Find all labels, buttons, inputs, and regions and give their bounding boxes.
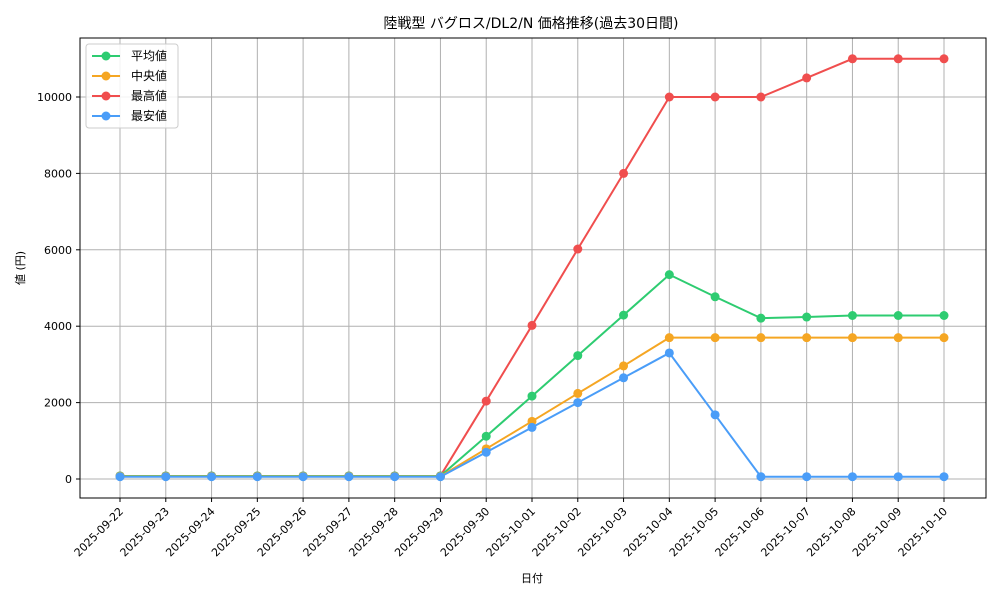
data-point[interactable] — [847, 333, 857, 343]
data-point[interactable] — [710, 292, 720, 302]
data-point[interactable] — [619, 310, 629, 320]
data-point[interactable] — [664, 92, 674, 102]
data-point[interactable] — [527, 391, 537, 401]
y-tick-label: 10000 — [37, 91, 72, 104]
data-point[interactable] — [207, 472, 217, 482]
data-point[interactable] — [344, 472, 354, 482]
data-point[interactable] — [847, 54, 857, 64]
y-tick-label: 8000 — [44, 167, 72, 180]
data-point[interactable] — [481, 447, 491, 457]
data-point[interactable] — [161, 472, 171, 482]
data-point[interactable] — [573, 351, 583, 361]
legend-marker-icon — [101, 51, 111, 61]
data-point[interactable] — [573, 244, 583, 254]
data-point[interactable] — [252, 472, 262, 482]
data-point[interactable] — [802, 333, 812, 343]
y-tick-label: 4000 — [44, 320, 72, 333]
data-point[interactable] — [619, 361, 629, 371]
legend-item[interactable]: 最安値 — [92, 108, 167, 123]
plot-frame — [79, 37, 987, 499]
legend-marker-icon — [101, 71, 111, 81]
data-point[interactable] — [481, 431, 491, 441]
data-point[interactable] — [710, 410, 720, 420]
data-point[interactable] — [939, 311, 949, 321]
legend-marker-icon — [101, 91, 111, 101]
data-point[interactable] — [710, 92, 720, 102]
data-point[interactable] — [664, 333, 674, 343]
legend-item[interactable]: 最高値 — [92, 88, 167, 103]
x-axis: 2025-09-222025-09-232025-09-242025-09-25… — [72, 498, 950, 559]
y-axis-label: 値 (円) — [14, 251, 27, 285]
data-point[interactable] — [115, 472, 125, 482]
data-point[interactable] — [847, 311, 857, 321]
data-point[interactable] — [710, 333, 720, 343]
data-point[interactable] — [573, 398, 583, 408]
chart-title: 陸戦型 バグロス/DL2/N 価格推移(過去30日間) — [383, 16, 678, 32]
data-point[interactable] — [527, 422, 537, 432]
legend-marker-icon — [101, 111, 111, 121]
data-point[interactable] — [390, 472, 400, 482]
data-point[interactable] — [527, 320, 537, 330]
data-point[interactable] — [664, 270, 674, 280]
data-point[interactable] — [893, 54, 903, 64]
legend-label: 最高値 — [131, 88, 167, 103]
y-tick-label: 2000 — [44, 397, 72, 410]
data-point[interactable] — [756, 92, 766, 102]
data-point[interactable] — [802, 312, 812, 322]
data-point[interactable] — [435, 472, 445, 482]
data-point[interactable] — [756, 313, 766, 323]
data-point[interactable] — [481, 396, 491, 406]
data-point[interactable] — [802, 472, 812, 482]
grid-lines — [80, 38, 986, 498]
data-point[interactable] — [893, 311, 903, 321]
data-point[interactable] — [939, 472, 949, 482]
data-point[interactable] — [619, 168, 629, 178]
legend-item[interactable]: 中央値 — [92, 68, 167, 83]
legend-box — [85, 43, 179, 129]
legend-label: 平均値 — [131, 48, 167, 63]
data-point[interactable] — [619, 373, 629, 383]
y-tick-label: 6000 — [44, 244, 72, 257]
data-point[interactable] — [573, 388, 583, 398]
y-axis: 0 2000 4000 6000 8000 10000 — [37, 91, 80, 486]
series-3 — [115, 348, 949, 482]
data-point[interactable] — [756, 472, 766, 482]
legend-item[interactable]: 平均値 — [92, 48, 167, 63]
x-tick-label: 2025-10-10 — [896, 505, 950, 559]
data-point[interactable] — [893, 472, 903, 482]
series-layer — [115, 54, 949, 482]
x-axis-label: 日付 — [521, 572, 543, 585]
y-tick-label: 0 — [65, 473, 72, 486]
legend-label: 中央値 — [131, 68, 167, 83]
data-point[interactable] — [847, 472, 857, 482]
data-point[interactable] — [802, 73, 812, 83]
data-point[interactable] — [664, 348, 674, 358]
data-point[interactable] — [756, 333, 766, 343]
data-point[interactable] — [893, 333, 903, 343]
data-point[interactable] — [298, 472, 308, 482]
data-point[interactable] — [939, 54, 949, 64]
data-point[interactable] — [939, 333, 949, 343]
legend-label: 最安値 — [131, 108, 167, 123]
